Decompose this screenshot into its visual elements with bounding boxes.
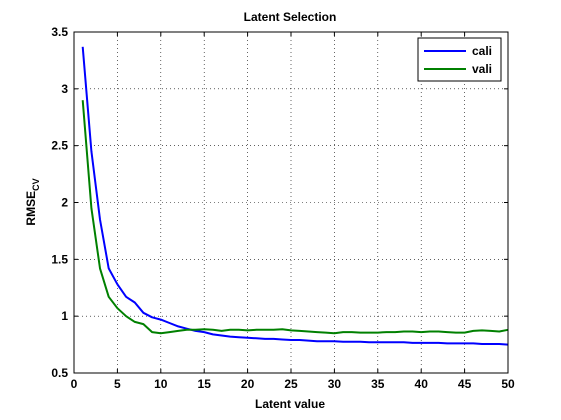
y-tick-label: 1.5 bbox=[51, 252, 68, 266]
x-tick-label: 25 bbox=[284, 377, 298, 391]
x-tick-label: 45 bbox=[458, 377, 472, 391]
x-tick-label: 15 bbox=[198, 377, 212, 391]
series-lines bbox=[81, 46, 509, 346]
y-tick-label: 2 bbox=[61, 196, 68, 210]
grid-lines bbox=[74, 32, 508, 373]
legend: cali vali bbox=[417, 37, 502, 82]
legend-box bbox=[417, 37, 502, 82]
y-tick-label: 1 bbox=[61, 309, 68, 323]
legend-label-vali: vali bbox=[472, 62, 492, 76]
x-tick-labels: 0 5 10 15 20 25 30 35 40 45 50 bbox=[71, 377, 515, 391]
x-tick-label: 35 bbox=[371, 377, 385, 391]
y-tick-label: 3.5 bbox=[51, 25, 68, 39]
x-tick-label: 40 bbox=[415, 377, 429, 391]
x-tick-label: 5 bbox=[114, 377, 121, 391]
x-tick-label: 30 bbox=[328, 377, 342, 391]
x-tick-label: 10 bbox=[154, 377, 168, 391]
x-tick-label: 0 bbox=[71, 377, 78, 391]
y-axis-label-group: RMSECV bbox=[24, 178, 41, 225]
x-axis-label: Latent value bbox=[255, 397, 325, 411]
y-tick-labels: 0.5 1 1.5 2 2.5 3 3.5 bbox=[51, 25, 68, 380]
y-tick-label: 2.5 bbox=[51, 139, 68, 153]
legend-label-cali: cali bbox=[472, 44, 492, 58]
series-line-cali bbox=[81, 46, 509, 346]
y-tick-label: 0.5 bbox=[51, 366, 68, 380]
y-axis-label: RMSECV bbox=[24, 178, 41, 225]
y-tick-label: 3 bbox=[61, 82, 68, 96]
x-tick-label: 50 bbox=[501, 377, 515, 391]
series-line-vali bbox=[81, 100, 509, 335]
y-axis-label-main: RMSE bbox=[24, 191, 38, 226]
chart-title: Latent Selection bbox=[244, 10, 337, 24]
axis-ticks bbox=[73, 31, 509, 374]
y-axis-label-subscript: CV bbox=[31, 178, 41, 191]
x-tick-label: 20 bbox=[241, 377, 255, 391]
